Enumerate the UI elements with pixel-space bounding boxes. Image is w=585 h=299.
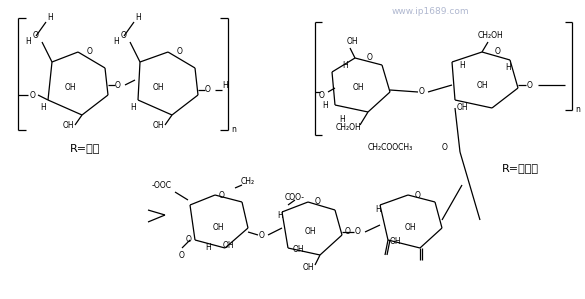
Text: O: O <box>442 144 448 152</box>
Text: O: O <box>415 190 421 199</box>
Text: H: H <box>277 210 283 219</box>
Text: H: H <box>339 115 345 124</box>
Text: OH: OH <box>302 263 314 272</box>
Text: O: O <box>315 198 321 207</box>
Text: H: H <box>135 13 141 22</box>
Text: OH: OH <box>404 223 416 233</box>
Text: n: n <box>232 126 236 135</box>
Text: H: H <box>205 243 211 252</box>
Text: OH: OH <box>212 223 224 233</box>
Text: CH₂COOCH₃: CH₂COOCH₃ <box>367 144 412 152</box>
Text: H: H <box>342 60 348 69</box>
Text: H: H <box>25 37 31 47</box>
Text: OH: OH <box>152 83 164 92</box>
Text: R=黄原胶: R=黄原胶 <box>501 163 539 173</box>
Text: O: O <box>186 236 192 245</box>
Text: -OOC: -OOC <box>152 181 172 190</box>
Text: H: H <box>222 80 228 89</box>
Text: H: H <box>130 103 136 112</box>
Text: CH₂OH: CH₂OH <box>335 123 361 132</box>
Text: H: H <box>40 103 46 112</box>
Text: O: O <box>219 190 225 199</box>
Text: O: O <box>30 91 36 100</box>
Text: CH₂: CH₂ <box>241 178 255 187</box>
Text: www.ip1689.com: www.ip1689.com <box>391 7 469 16</box>
Text: O: O <box>115 80 121 89</box>
Text: O: O <box>205 86 211 94</box>
Text: H: H <box>322 100 328 109</box>
Text: n: n <box>576 106 580 115</box>
Text: O: O <box>319 91 325 100</box>
Text: OH: OH <box>152 120 164 129</box>
Text: O: O <box>345 228 351 237</box>
Text: CH₂OH: CH₂OH <box>477 30 503 39</box>
Text: OH: OH <box>222 240 234 249</box>
Text: H: H <box>459 60 465 69</box>
Text: H: H <box>375 205 381 214</box>
Text: OH: OH <box>64 83 76 92</box>
Text: OH: OH <box>62 120 74 129</box>
Text: COO-: COO- <box>285 193 305 202</box>
Text: H: H <box>505 63 511 72</box>
Text: O: O <box>355 228 361 237</box>
Text: H: H <box>47 13 53 22</box>
Text: O: O <box>121 31 127 40</box>
Text: O: O <box>259 231 265 239</box>
Text: H: H <box>113 37 119 47</box>
Text: O: O <box>495 48 501 57</box>
Text: OH: OH <box>476 80 488 89</box>
Text: R=淠粉: R=淠粉 <box>70 143 100 153</box>
Text: O: O <box>177 48 183 57</box>
Text: OH: OH <box>389 237 401 246</box>
Text: OH: OH <box>292 245 304 254</box>
Text: OH: OH <box>456 103 468 112</box>
Text: O: O <box>419 88 425 97</box>
Text: O: O <box>87 48 93 57</box>
Text: OH: OH <box>352 83 364 92</box>
Text: O: O <box>527 80 533 89</box>
Text: O: O <box>367 53 373 62</box>
Text: O: O <box>179 251 185 260</box>
Text: OH: OH <box>346 37 358 47</box>
Text: OH: OH <box>304 228 316 237</box>
Text: O: O <box>33 31 39 40</box>
